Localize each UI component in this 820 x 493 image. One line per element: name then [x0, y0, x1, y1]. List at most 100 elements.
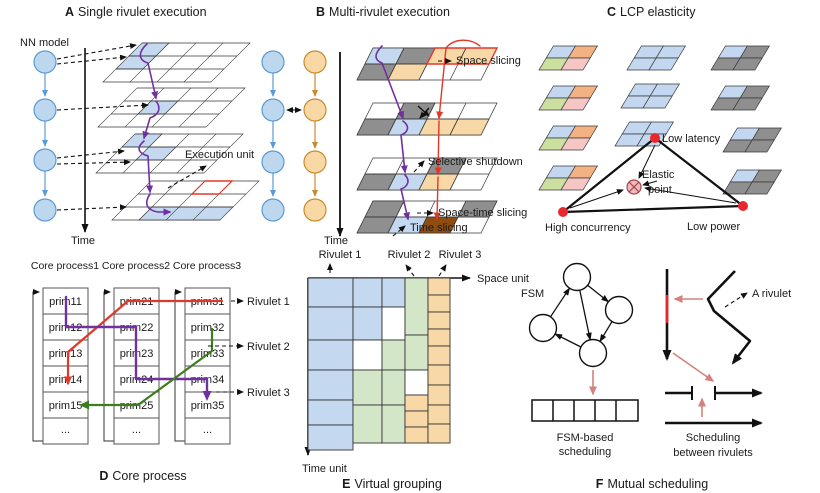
grid-layer-3 [356, 157, 498, 191]
panel-c-lcp-elasticity: C LCP elasticity [538, 5, 783, 234]
panel-a-title: A Single rivulet execution [65, 5, 207, 19]
low-power-vertex [738, 201, 748, 211]
time-axis-label: Time [324, 235, 348, 247]
execution-grid-layer-3 [95, 133, 244, 174]
nn-node [33, 148, 57, 172]
selective-shutdown-arrow [413, 160, 425, 173]
prim-cell: prim13 [49, 348, 83, 360]
execution-unit-arrow [167, 165, 207, 189]
prim-cell: prim14 [49, 374, 83, 386]
a-rivulet-pointer [724, 292, 748, 308]
low-latency-vertex [650, 133, 660, 143]
selective-shutdown-label: Selective shutdown [428, 156, 523, 168]
grid-layer-1 [356, 47, 499, 81]
sched-caption-line1: Scheduling [686, 432, 740, 444]
time-axis-label: Time [71, 235, 95, 247]
rivulet-path [138, 43, 172, 216]
rivulet-timeline: A rivulet [662, 269, 791, 428]
rivulet-path-purple [375, 45, 410, 221]
panel-e-caption: E Virtual grouping [342, 477, 442, 491]
dispatch-arrow [672, 352, 715, 382]
prim-cell: ... [132, 424, 141, 436]
panel-b-multi-rivulet: B Multi-rivulet execution Time [261, 5, 527, 247]
elastic-point-label-1: Elastic [642, 169, 675, 181]
rivulet-3-pointer [438, 264, 447, 277]
execution-unit-cell [190, 180, 234, 195]
mapping-arrows [56, 43, 149, 211]
a-rivulet-label: A rivulet [752, 288, 791, 300]
grid-layer-4 [356, 200, 498, 234]
virtual-grouping-grid [307, 277, 451, 451]
rivulet-2-pointer [405, 264, 415, 277]
core-process-3-header: Core process3 [173, 260, 241, 272]
space-slicing-outline [425, 47, 499, 65]
sched-caption-line2: between rivulets [673, 447, 753, 459]
core-process-1-header: Core process1 [31, 260, 99, 272]
space-slicing-label: Space slicing [456, 55, 521, 67]
panel-f-caption: F Mutual scheduling [596, 477, 708, 491]
loop-brackets [32, 289, 185, 442]
nn-chain-blue [261, 50, 285, 222]
nn-chain-orange [303, 50, 327, 222]
low-latency-label: Low latency [662, 133, 721, 145]
rivulet-2-label: Rivulet 2 [247, 341, 290, 353]
fsm-graph [528, 262, 634, 368]
schedule-tape [531, 399, 639, 422]
panel-d-core-process: Core process1 Core process2 Core process… [31, 260, 290, 483]
rivulet-1-label: Rivulet 1 [247, 296, 290, 308]
execution-grid-layer-4 [111, 180, 260, 221]
lcp-grid-column-gray [710, 45, 783, 195]
time-axis-label: Time unit [302, 463, 347, 475]
time-slicing-arrow [392, 225, 406, 237]
nn-node [33, 198, 57, 222]
execution-grid-layer-2 [97, 87, 246, 128]
time-slicing-label: Time slicing [410, 222, 468, 234]
prim-cell: ... [203, 424, 212, 436]
high-concurrency-label: High concurrency [545, 222, 631, 234]
fsm-state [528, 313, 558, 343]
fsm-caption-line2: scheduling [559, 446, 612, 458]
split-timeline [665, 386, 763, 400]
rivulet-zigzag [706, 270, 752, 365]
rivulet-2-label: Rivulet 2 [388, 249, 431, 261]
panel-a-single-rivulet: A Single rivulet execution NN model Time [20, 5, 260, 247]
slice-exchange-arrow [417, 105, 430, 119]
rivulet-3-label: Rivulet 3 [247, 387, 290, 399]
fsm-state [562, 262, 592, 292]
fsm-state [578, 338, 608, 368]
lcp-grid-column-mixed [538, 45, 599, 191]
prim-cell: prim15 [49, 400, 83, 412]
lcp-grid-column-blue [614, 45, 687, 147]
space-axis-label: Space unit [477, 273, 529, 285]
fsm-state [604, 295, 634, 325]
core-process-2-header: Core process2 [102, 260, 170, 272]
elastic-point-label-2: point [648, 184, 672, 196]
panel-d-caption: D Core process [99, 469, 186, 483]
fsm-caption-line1: FSM-based [557, 432, 614, 444]
prim-cell: prim32 [191, 322, 225, 334]
high-concurrency-vertex [558, 207, 568, 217]
execution-unit-label: Execution unit [185, 149, 254, 161]
space-time-slicing-label: Space-time slicing [438, 207, 527, 219]
panel-b-title: B Multi-rivulet execution [316, 5, 450, 19]
rivulet-2-path [79, 327, 214, 410]
elasticity-triangle [558, 133, 748, 217]
nn-node [33, 98, 57, 122]
fsm-label: FSM [521, 288, 544, 300]
nn-model-chain [33, 50, 57, 222]
panel-e-virtual-grouping: Rivulet 1 Rivulet 2 Rivulet 3 Space unit… [302, 249, 529, 491]
rivulet-path-red [433, 39, 481, 221]
low-power-label: Low power [687, 221, 741, 233]
rivulet-3-label: Rivulet 3 [439, 249, 482, 261]
prim-cell: prim35 [191, 400, 225, 412]
execution-grid-layer-1 [102, 42, 251, 83]
grid-layer-2 [356, 102, 498, 136]
panel-f-mutual-scheduling: FSM FSM-based scheduling [521, 262, 791, 491]
nn-node [33, 50, 57, 74]
rivulet-1-label: Rivulet 1 [319, 249, 362, 261]
nn-model-label: NN model [20, 37, 69, 49]
elastic-point-icon [626, 179, 642, 195]
panel-c-title: C LCP elasticity [607, 5, 696, 19]
rivulet-3-path [64, 295, 212, 401]
